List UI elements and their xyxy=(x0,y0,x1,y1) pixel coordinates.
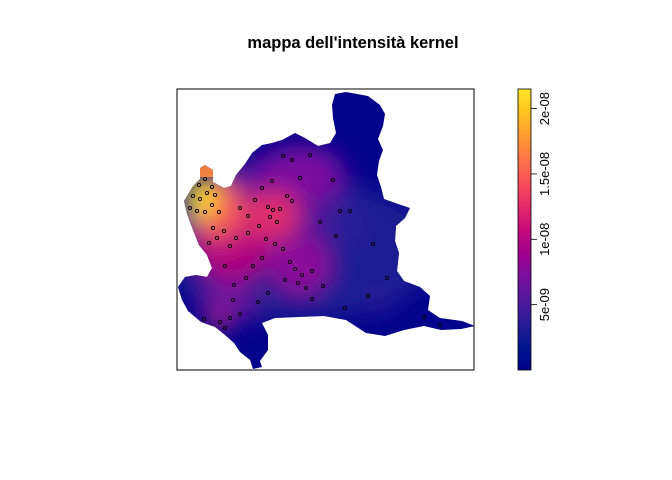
observation-point xyxy=(437,322,443,328)
observation-point xyxy=(270,207,276,213)
observation-point xyxy=(309,296,315,302)
observation-point xyxy=(303,285,309,291)
observation-point xyxy=(259,255,265,261)
observation-point xyxy=(190,193,196,199)
observation-point xyxy=(230,297,236,303)
observation-point xyxy=(233,235,239,241)
observation-point xyxy=(194,208,200,214)
observation-point xyxy=(237,205,243,211)
colorbar xyxy=(518,89,531,370)
observation-point xyxy=(330,177,336,183)
observation-point xyxy=(287,259,293,265)
observation-point xyxy=(202,209,208,215)
observation-point xyxy=(337,208,343,214)
observation-point xyxy=(297,175,303,181)
observation-point xyxy=(222,263,228,269)
observation-point xyxy=(206,240,212,246)
observation-point xyxy=(320,283,326,289)
observation-point xyxy=(237,311,243,317)
observation-point xyxy=(317,219,323,225)
observation-point xyxy=(202,176,208,182)
observation-point xyxy=(201,316,207,322)
observation-point xyxy=(245,213,251,219)
observation-point xyxy=(265,204,271,210)
observation-point xyxy=(187,205,193,211)
observation-point xyxy=(197,196,203,202)
observation-point xyxy=(333,233,339,239)
observation-point xyxy=(196,182,202,188)
observation-point xyxy=(272,241,278,247)
observation-point xyxy=(214,235,220,241)
observation-point xyxy=(299,272,305,278)
intensity-raster xyxy=(178,92,475,369)
observation-point xyxy=(245,230,251,236)
observation-point xyxy=(221,228,227,234)
observation-point xyxy=(274,219,280,225)
observation-points xyxy=(187,152,443,331)
observation-point xyxy=(289,198,295,204)
observation-point xyxy=(227,243,233,249)
observation-point xyxy=(209,202,215,208)
observation-point xyxy=(292,266,298,272)
colorbar-tick-label: 1e-08 xyxy=(537,223,552,256)
observation-point xyxy=(342,305,348,311)
observation-point xyxy=(227,315,233,321)
observation-point xyxy=(222,325,228,331)
observation-point xyxy=(209,184,215,190)
observation-point xyxy=(217,319,223,325)
colorbar-tick-label: 2e-08 xyxy=(537,92,552,125)
observation-point xyxy=(384,275,390,281)
observation-point xyxy=(421,314,427,320)
observation-point xyxy=(212,192,218,198)
observation-point xyxy=(282,277,288,283)
observation-point xyxy=(280,153,286,159)
colorbar-tick-label: 1.5e-08 xyxy=(537,152,552,196)
observation-point xyxy=(347,208,353,214)
observation-point xyxy=(309,268,315,274)
observation-point xyxy=(280,246,286,252)
observation-point xyxy=(267,214,273,220)
observation-point xyxy=(269,178,275,184)
observation-point xyxy=(263,236,269,242)
observation-point xyxy=(210,225,216,231)
observation-point xyxy=(265,290,271,296)
observation-point xyxy=(231,282,237,288)
observation-point xyxy=(256,223,262,229)
observation-point xyxy=(204,190,210,196)
observation-point xyxy=(370,241,376,247)
observation-point xyxy=(295,280,301,286)
observation-point xyxy=(255,299,261,305)
observation-point xyxy=(259,185,265,191)
observation-point xyxy=(250,263,256,269)
observation-point xyxy=(252,197,258,203)
colorbar-axis: 5e-09 1e-08 1.5e-08 2e-08 xyxy=(531,92,552,321)
plot-frame xyxy=(176,88,475,371)
observation-point xyxy=(243,275,249,281)
plot-title: mappa dell'intensità kernel xyxy=(247,34,458,52)
observation-point xyxy=(284,193,290,199)
observation-point xyxy=(307,152,313,158)
observation-point xyxy=(216,209,222,215)
observation-point xyxy=(365,293,371,299)
colorbar-frame xyxy=(517,88,532,371)
observation-point xyxy=(289,157,295,163)
observation-point xyxy=(277,206,283,212)
colorbar-tick-label: 5e-09 xyxy=(537,288,552,321)
